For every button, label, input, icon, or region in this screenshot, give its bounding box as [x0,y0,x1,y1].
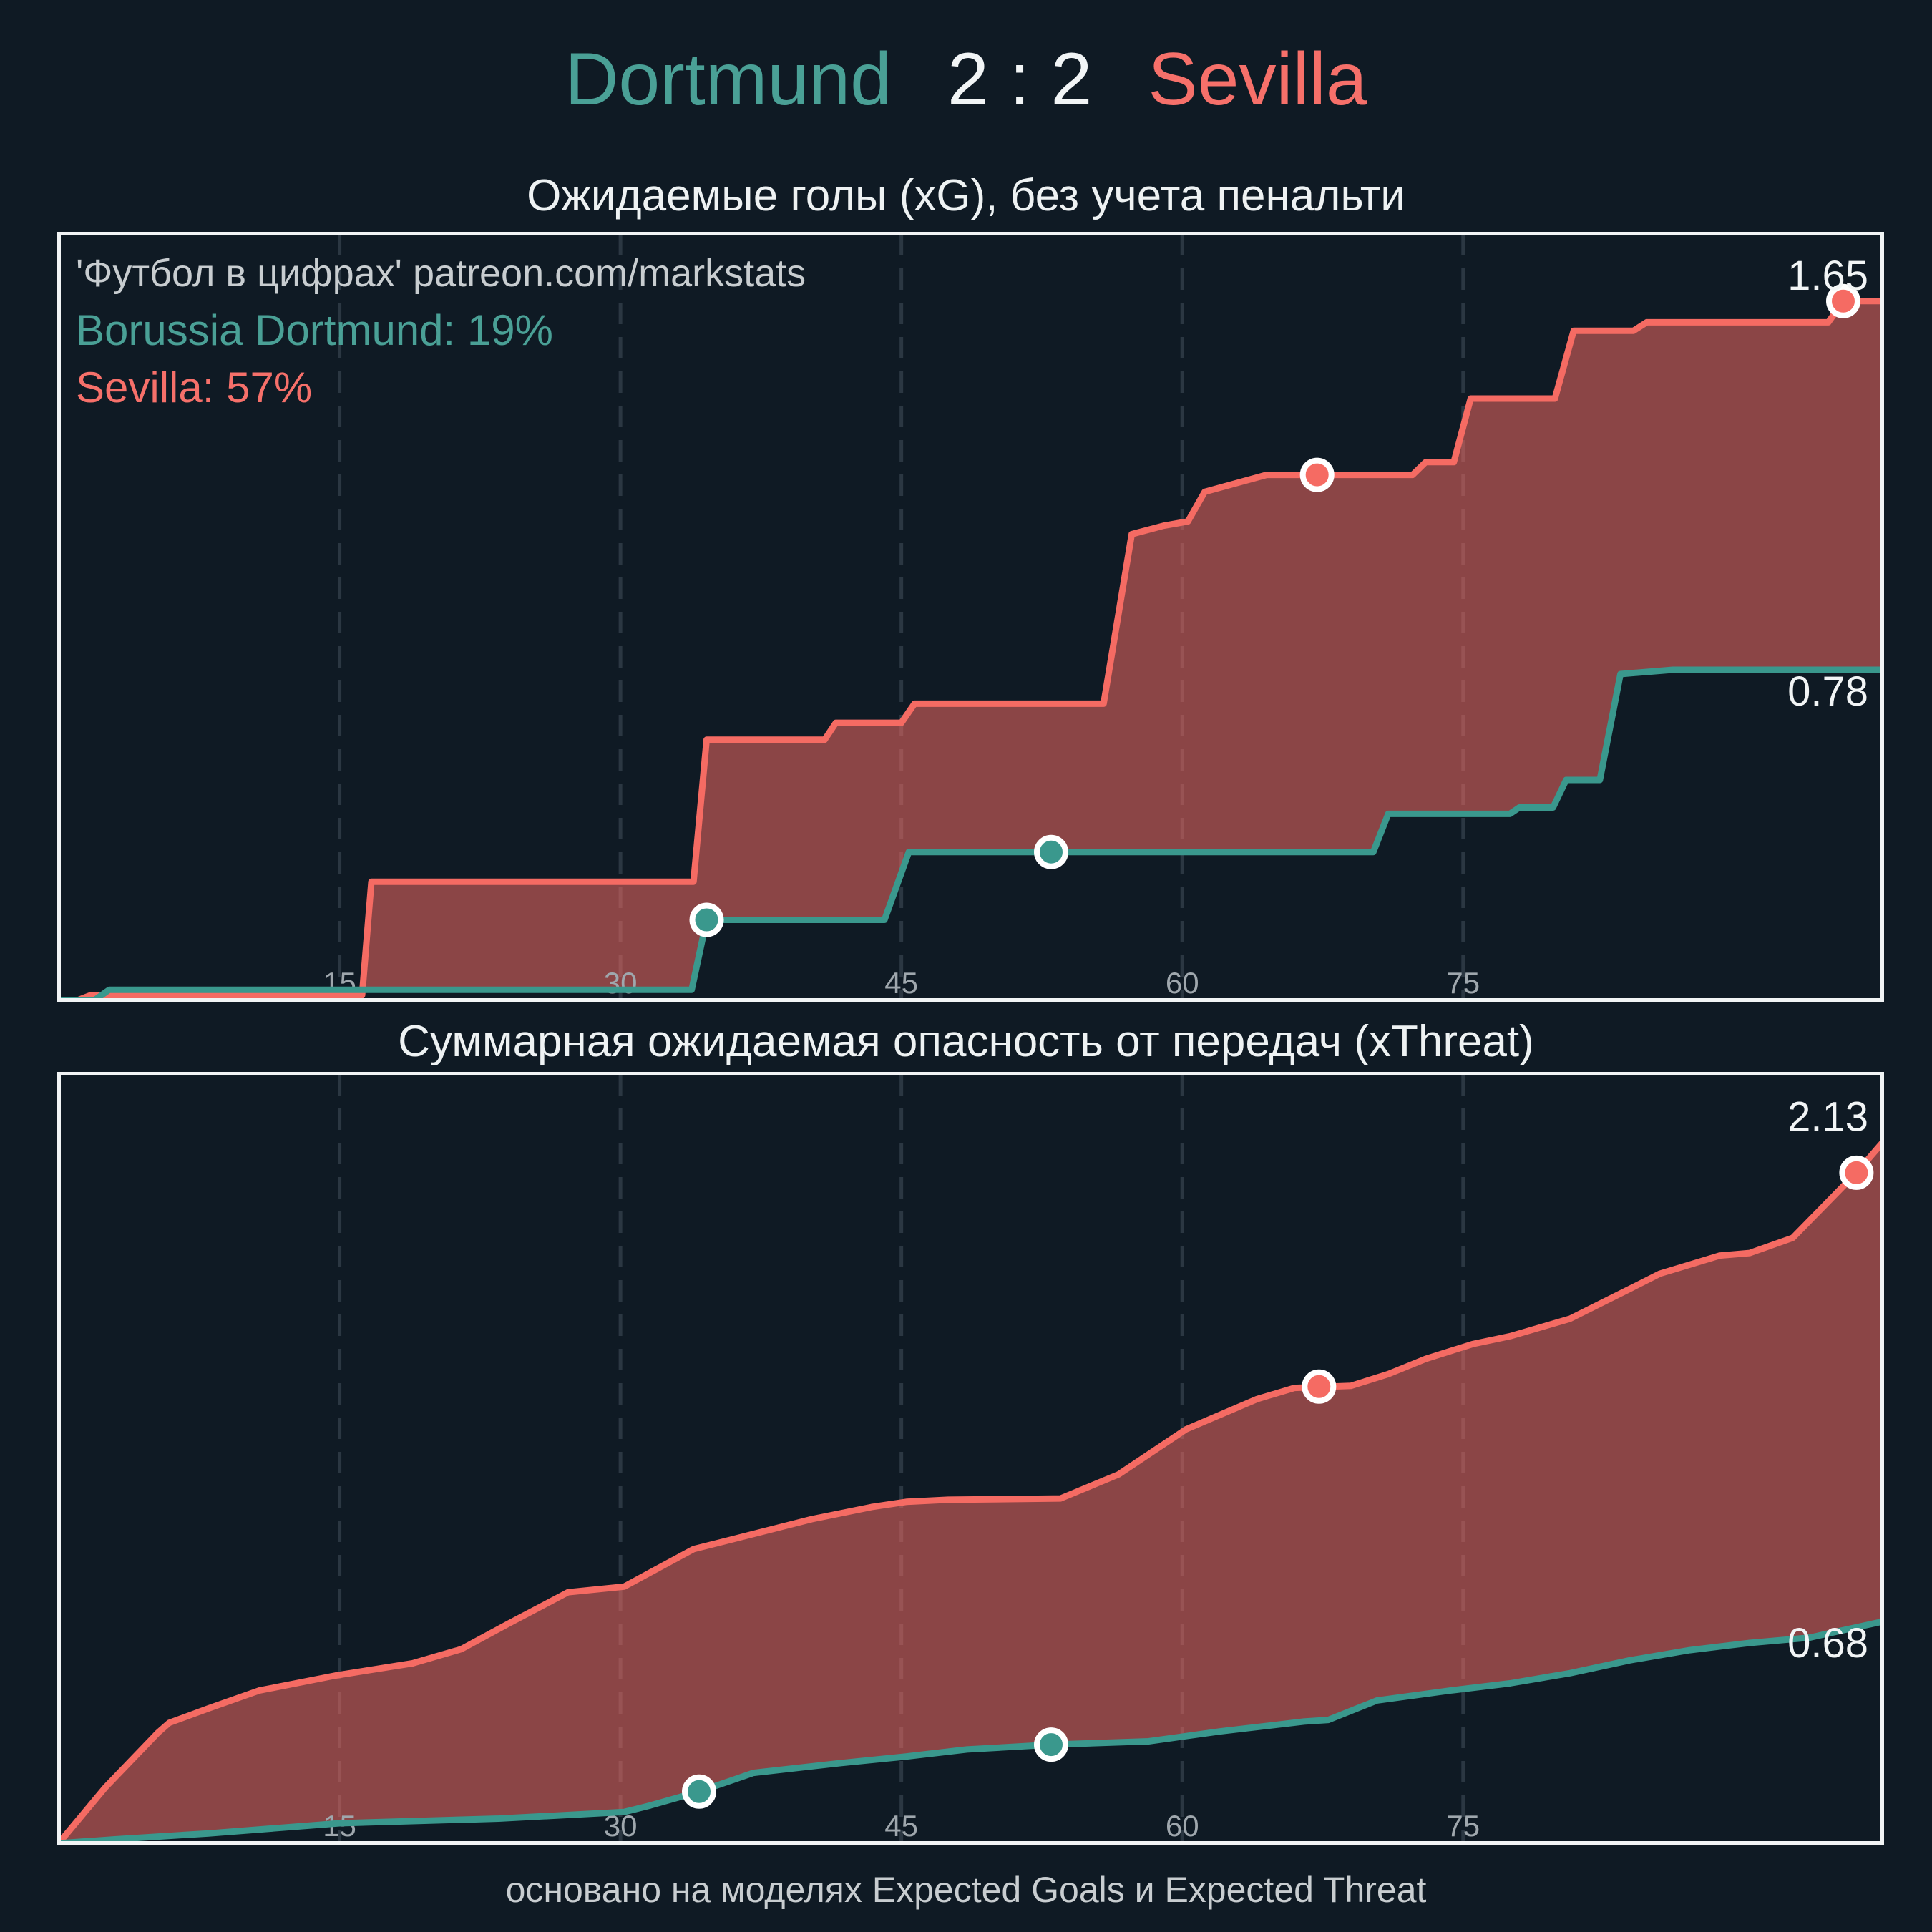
borussia-dortmund-goal-marker-1 [682,1774,716,1809]
xthreat-chart-title: Суммарная ожидаемая опасность от передач… [398,1017,1534,1066]
borussia-dortmund-line [57,666,1884,1002]
borussia-dortmund-final-value: 0.68 [1787,1620,1868,1667]
legend-away-team: Sevilla: 57% [76,364,312,411]
area-between-teams [59,1142,1883,1843]
sevilla-line [57,1139,1884,1845]
legend-watermark: 'Футбол в цифрах' patreon.com/markstats [76,252,806,295]
match-score: 2 : 2 [947,38,1093,121]
match-header: Dortmund 2 : 2 Sevilla [0,37,1932,122]
away-team-name: Sevilla [1148,38,1367,121]
x-tick-label-75: 75 [1446,966,1480,1000]
x-tick-label-60: 60 [1166,966,1199,1000]
x-tick-label-45: 45 [884,1809,918,1843]
xg-chart-canvas: 15 30 45 60 751.650.78'Футбол в цифрах' patr… [57,232,1884,1002]
area-between-teams [59,301,1883,1000]
legend-home-team: Borussia Dortmund: 19% [76,306,553,354]
x-tick-label-75: 75 [1446,1809,1480,1843]
borussia-dortmund-line [57,1618,1884,1845]
x-tick-label-30: 30 [604,966,638,1000]
xthreat-chart-canvas: 15 30 45 60 752.130.68 [57,1072,1884,1845]
sevilla-line [57,298,1884,1002]
sevilla-final-value: 1.65 [1787,253,1868,299]
sevilla-goal-marker-2 [1826,283,1860,318]
borussia-dortmund-goal-marker-1 [689,902,724,937]
borussia-dortmund-final-value: 0.78 [1787,668,1868,715]
x-tick-label-45: 45 [884,966,918,1000]
borussia-dortmund-goal-marker-2 [1034,834,1068,869]
home-team-name: Dortmund [565,38,892,121]
sevilla-final-value: 2.13 [1787,1094,1868,1141]
x-tick-label-60: 60 [1166,1809,1199,1843]
borussia-dortmund-goal-marker-2 [1034,1727,1068,1762]
footer-caption: основано на моделях Expected Goals и Exp… [505,1870,1427,1910]
sevilla-goal-marker-1 [1302,1369,1337,1404]
xg-chart-title: Ожидаемые голы (xG), без учета пенальти [527,171,1405,220]
sevilla-goal-marker-1 [1299,457,1335,492]
sevilla-goal-marker-2 [1839,1155,1874,1190]
plot-border [57,1072,1884,1845]
plot-border [57,232,1884,1002]
